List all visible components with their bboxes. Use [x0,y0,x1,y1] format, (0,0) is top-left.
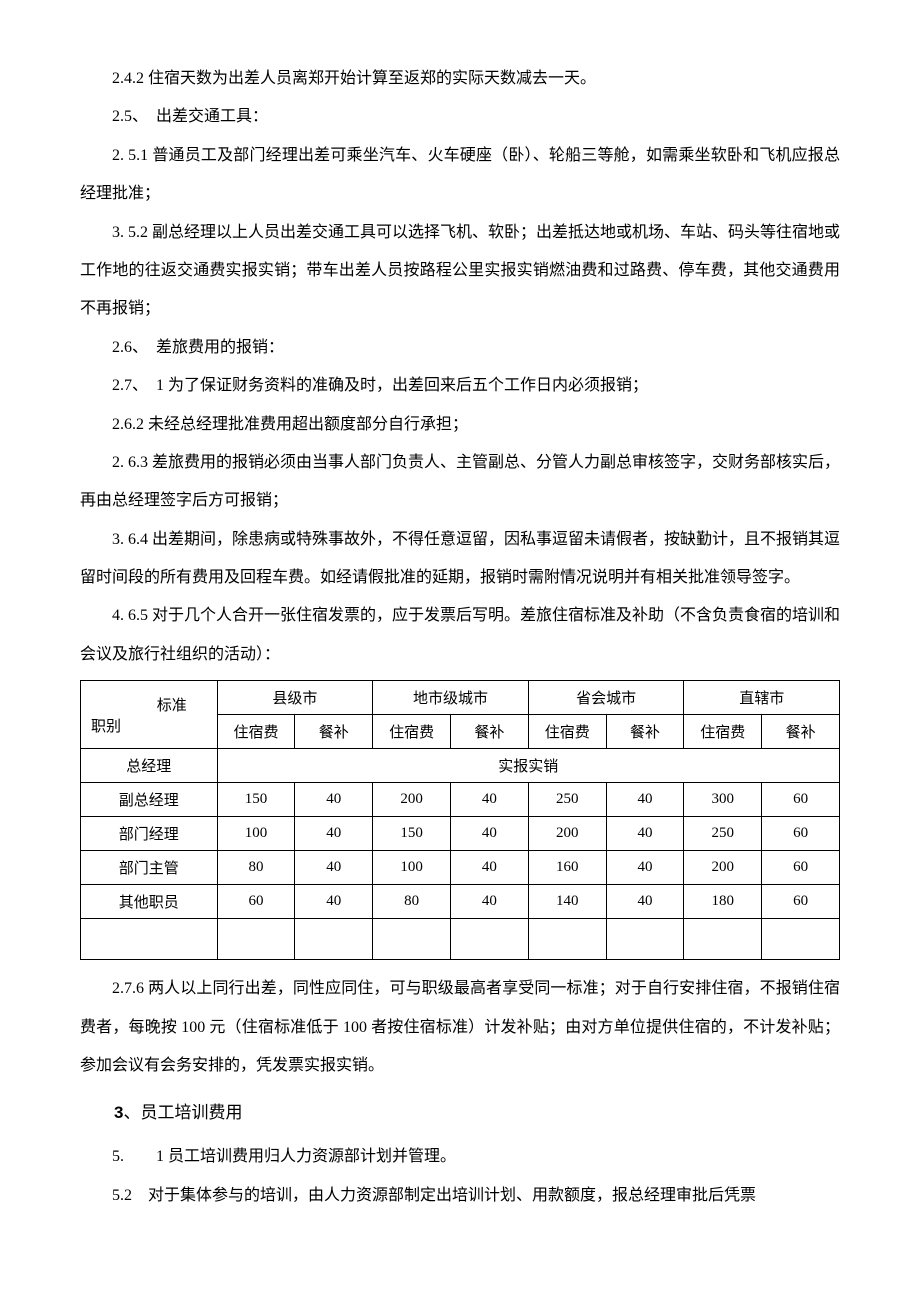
col-group-2: 省会城市 [528,681,684,715]
table-row-dept-sup: 部门主管 80 40 100 40 160 40 200 60 [81,851,840,885]
cell: 200 [528,817,606,851]
table-row-gm: 总经理 实报实销 [81,749,840,783]
empty-cell [762,919,840,960]
cell: 40 [295,885,373,919]
allowance-table: 标准 职别 县级市 地市级城市 省会城市 直辖市 住宿费 餐补 住宿费 餐补 住… [80,680,840,960]
empty-cell [528,919,606,960]
table-row-empty [81,919,840,960]
cell: 40 [606,817,684,851]
empty-cell [606,919,684,960]
para-3-2: 5.2 对于集体参与的培训，由人力资源部制定出培训计划、用款额度，报总经理审批后… [80,1177,840,1215]
cell: 200 [684,851,762,885]
para-2-5-1: 2. 5.1 普通员工及部门经理出差可乘坐汽车、火车硬座（卧）、轮船三等舱，如需… [80,137,840,214]
cell: 150 [373,817,451,851]
empty-cell [81,919,218,960]
cell: 40 [451,783,529,817]
row-label-vgm: 副总经理 [81,783,218,817]
cell: 250 [528,783,606,817]
section-3-heading: 3、员工培训费用 [80,1093,840,1134]
diag-bot-label: 职别 [91,715,213,736]
cell: 100 [217,817,295,851]
cell: 40 [606,851,684,885]
cell: 250 [684,817,762,851]
empty-cell [217,919,295,960]
table-diag-header: 标准 职别 [81,681,218,749]
subcol-1-1: 餐补 [451,715,529,749]
para-2-6-2: 2.6.2 未经总经理批准费用超出额度部分自行承担； [80,406,840,444]
cell: 80 [373,885,451,919]
cell: 40 [451,885,529,919]
cell: 60 [762,851,840,885]
subcol-3-1: 餐补 [762,715,840,749]
diag-top-label: 标准 [91,694,213,715]
cell: 60 [217,885,295,919]
row-label-gm: 总经理 [81,749,218,783]
empty-cell [684,919,762,960]
para-2-7-6: 2.7.6 两人以上同行出差，同性应同住，可与职级最高者享受同一标准；对于自行安… [80,970,840,1085]
cell: 180 [684,885,762,919]
cell: 40 [451,851,529,885]
cell: 300 [684,783,762,817]
cell: 40 [295,851,373,885]
para-2-6-4: 3. 6.4 出差期间，除患病或特殊事故外，不得任意逗留，因私事逗留未请假者，按… [80,521,840,598]
cell: 60 [762,783,840,817]
para-2-5: 2.5、 出差交通工具： [80,98,840,136]
para-2-6-3: 2. 6.3 差旅费用的报销必须由当事人部门负责人、主管副总、分管人力副总审核签… [80,444,840,521]
para-2-4-2: 2.4.2 住宿天数为出差人员离郑开始计算至返郑的实际天数减去一天。 [80,60,840,98]
table-header-row-1: 标准 职别 县级市 地市级城市 省会城市 直辖市 [81,681,840,715]
cell: 140 [528,885,606,919]
cell: 40 [606,885,684,919]
row-label-dept-mgr: 部门经理 [81,817,218,851]
cell: 40 [451,817,529,851]
subcol-0-0: 住宿费 [217,715,295,749]
section-3-title: 、员工培训费用 [123,1103,242,1122]
cell: 150 [217,783,295,817]
subcol-1-0: 住宿费 [373,715,451,749]
subcol-2-1: 餐补 [606,715,684,749]
cell: 60 [762,817,840,851]
col-group-0: 县级市 [217,681,373,715]
table-body: 总经理 实报实销 副总经理 150 40 200 40 250 40 300 6… [81,749,840,960]
row-label-other: 其他职员 [81,885,218,919]
col-group-1: 地市级城市 [373,681,529,715]
para-2-6-5: 4. 6.5 对于几个人合开一张住宿发票的，应于发票后写明。差旅住宿标准及补助（… [80,597,840,674]
subcol-3-0: 住宿费 [684,715,762,749]
table-row-vgm: 副总经理 150 40 200 40 250 40 300 60 [81,783,840,817]
para-2-7: 2.7、 1 为了保证财务资料的准确及时，出差回来后五个工作日内必须报销； [80,367,840,405]
table-head: 标准 职别 县级市 地市级城市 省会城市 直辖市 住宿费 餐补 住宿费 餐补 住… [81,681,840,749]
row-label-dept-sup: 部门主管 [81,851,218,885]
empty-cell [451,919,529,960]
cell: 100 [373,851,451,885]
cell: 60 [762,885,840,919]
para-2-6: 2.6、 差旅费用的报销： [80,329,840,367]
cell: 80 [217,851,295,885]
empty-cell [373,919,451,960]
subcol-2-0: 住宿费 [528,715,606,749]
col-group-3: 直辖市 [684,681,840,715]
para-3-1: 5. 1 员工培训费用归人力资源部计划并管理。 [80,1138,840,1176]
subcol-0-1: 餐补 [295,715,373,749]
cell: 40 [295,783,373,817]
cell: 200 [373,783,451,817]
para-2-5-2: 3. 5.2 副总经理以上人员出差交通工具可以选择飞机、软卧；出差抵达地或机场、… [80,214,840,329]
gm-span-cell: 实报实销 [217,749,839,783]
cell: 40 [606,783,684,817]
empty-cell [295,919,373,960]
document-page: 2.4.2 住宿天数为出差人员离郑开始计算至返郑的实际天数减去一天。 2.5、 … [0,0,920,1255]
table-row-other: 其他职员 60 40 80 40 140 40 180 60 [81,885,840,919]
cell: 160 [528,851,606,885]
table-row-dept-mgr: 部门经理 100 40 150 40 200 40 250 60 [81,817,840,851]
cell: 40 [295,817,373,851]
